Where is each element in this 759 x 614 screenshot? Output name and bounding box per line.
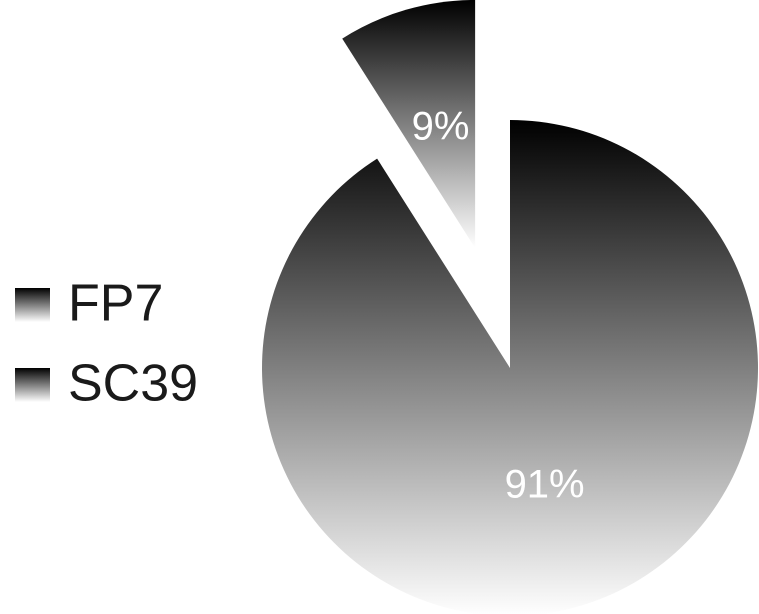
data-label: 91% xyxy=(505,463,585,507)
legend-label: FP7 xyxy=(68,275,163,333)
pie-slice xyxy=(262,120,758,614)
legend-swatch xyxy=(15,368,50,402)
pie-slice xyxy=(342,0,476,248)
legend-swatch xyxy=(15,288,50,322)
legend-label: SC39 xyxy=(68,355,198,413)
data-label: 9% xyxy=(412,104,470,148)
